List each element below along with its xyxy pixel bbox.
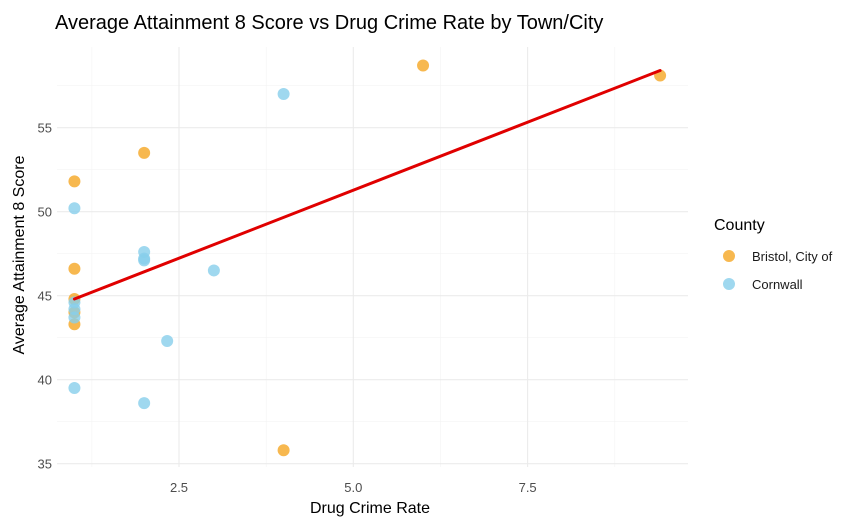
legend: County Bristol, City of Cornwall [714, 217, 833, 292]
data-point-cornwall [138, 254, 151, 267]
x-axis-title: Drug Crime Rate [310, 500, 430, 517]
x-tick-label: 7.5 [519, 480, 537, 495]
legend-key-bristol [723, 250, 735, 262]
legend-label-bristol: Bristol, City of [752, 249, 833, 264]
data-point-cornwall [277, 88, 290, 101]
legend-label-cornwall: Cornwall [752, 277, 803, 292]
x-tick-label: 5.0 [344, 480, 362, 495]
scatter-points [68, 59, 667, 457]
data-point-bristol [68, 175, 81, 188]
legend-key-cornwall [723, 278, 735, 290]
legend-title: County [714, 217, 765, 234]
legend-items: Bristol, City of Cornwall [723, 249, 833, 292]
chart-title: Average Attainment 8 Score vs Drug Crime… [55, 12, 603, 34]
data-point-cornwall [68, 311, 81, 324]
y-tick-label: 35 [38, 457, 52, 472]
data-point-cornwall [68, 382, 81, 395]
data-point-bristol [138, 146, 151, 159]
x-tick-label: 2.5 [170, 480, 188, 495]
trend-line-layer [72, 69, 662, 301]
y-axis-title: Average Attainment 8 Score [11, 155, 28, 354]
y-tick-label: 45 [38, 289, 52, 304]
data-point-bristol [417, 59, 430, 72]
y-tick-label: 55 [38, 121, 52, 136]
data-point-cornwall [161, 335, 174, 347]
y-tick-label: 40 [38, 373, 52, 388]
data-point-bristol [68, 262, 81, 275]
trend-line [72, 69, 662, 301]
data-point-cornwall [138, 397, 151, 410]
data-point-cornwall [68, 303, 81, 316]
data-point-cornwall [207, 264, 220, 277]
grid [57, 47, 688, 467]
data-point-cornwall [68, 202, 81, 215]
data-point-bristol [277, 444, 290, 457]
x-axis-ticks: 2.5 5.0 7.5 [170, 480, 537, 495]
y-tick-label: 50 [38, 205, 52, 220]
y-axis-ticks: 35 40 45 50 55 [38, 121, 52, 472]
